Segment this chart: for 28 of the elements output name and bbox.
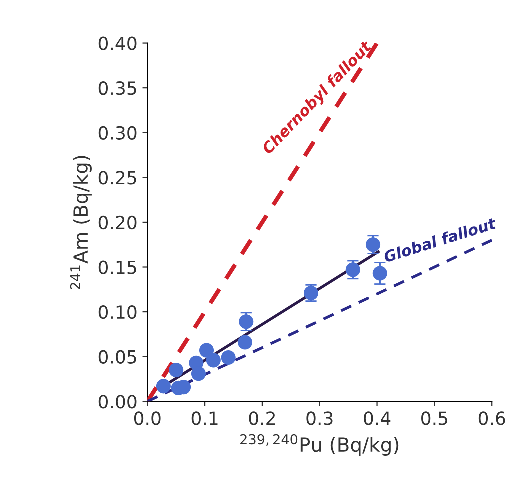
y-tick-label: 0.10 [98,306,137,320]
point [156,379,171,394]
point [191,366,206,382]
point [239,314,254,330]
point [221,350,236,366]
y-tick-label: 0.15 [98,260,136,274]
y-tick-label: 0.00 [98,395,137,409]
point [169,362,184,378]
point [238,335,253,350]
y-tick-label: 0.40 [98,36,137,50]
y-tick-label: 0.20 [98,216,137,230]
x-tick-label: 0.5 [422,412,448,426]
x-tick-label: 0.6 [478,412,506,426]
point [346,262,360,278]
x-tick-label: 0.1 [192,412,218,426]
point [199,343,214,358]
y-tick-label: 0.30 [98,126,137,140]
x-tick-label: 0.2 [249,412,276,426]
y-tick-label: 0.25 [98,171,136,185]
y-tick-label: 0.05 [98,350,136,364]
y-tick-label: 0.35 [98,82,136,96]
y-axis-title: $^{241}$Am (Bq/kg) [70,156,92,290]
x-tick-label: 0.4 [364,412,391,426]
point [372,266,388,281]
x-tick-label: 0.3 [306,412,333,426]
point [206,353,221,368]
x-tick-label: 0.0 [134,412,161,426]
x-axis-title: $^{239,240}$Pu (Bq/kg) [240,434,399,456]
